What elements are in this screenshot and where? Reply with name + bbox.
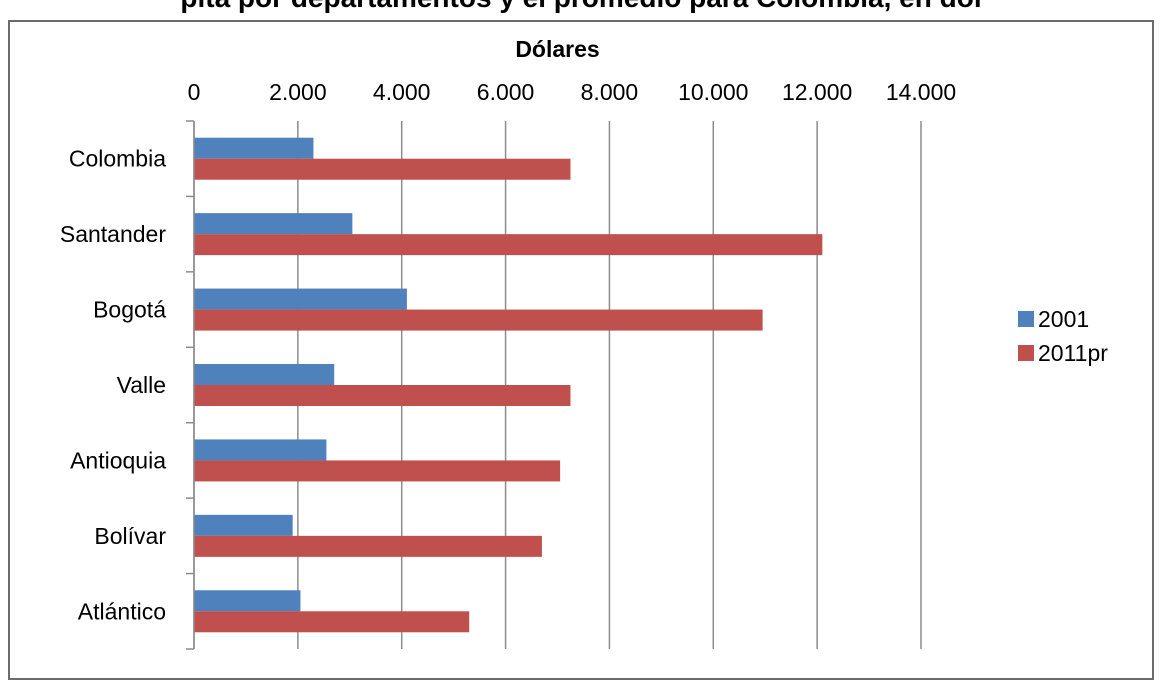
tick-label-5: 10.000 bbox=[678, 79, 748, 105]
bar-2011pr-Atlántico bbox=[194, 611, 470, 633]
bar-2011pr-Antioquia bbox=[194, 460, 561, 482]
legend-label-2001: 2001 bbox=[1038, 305, 1090, 332]
tick-label-7: 14.000 bbox=[886, 79, 956, 105]
category-label-2: Bogotá bbox=[93, 297, 166, 323]
category-label-6: Atlántico bbox=[78, 598, 166, 624]
legend-item-2001: 2001 bbox=[1018, 302, 1108, 336]
category-label-1: Santander bbox=[60, 221, 166, 247]
tick-label-0: 0 bbox=[188, 79, 201, 105]
bar-2001-Colombia bbox=[194, 137, 314, 159]
bars bbox=[194, 137, 823, 633]
bar-2011pr-Bogotá bbox=[194, 309, 763, 331]
category-label-5: Bolívar bbox=[94, 523, 166, 549]
category-label-4: Antioquia bbox=[70, 447, 166, 473]
category-labels: Colombia Santander Bogotá Valle Antioquia Bol… bbox=[60, 146, 166, 625]
bar-2001-Antioquia bbox=[194, 439, 327, 461]
tick-label-4: 8.000 bbox=[581, 79, 639, 105]
legend-swatch-2011pr bbox=[1018, 345, 1034, 361]
tick-label-2: 4.000 bbox=[373, 79, 431, 105]
legend: 2001 2011pr bbox=[1018, 302, 1108, 370]
tick-label-3: 6.000 bbox=[477, 79, 535, 105]
tick-labels: 0 2.000 4.000 6.000 8.000 10.000 12.000 14.000 bbox=[188, 79, 957, 105]
bar-2011pr-Santander bbox=[194, 234, 823, 256]
category-label-3: Valle bbox=[117, 372, 166, 398]
bar-2011pr-Valle bbox=[194, 385, 571, 406]
tick-label-1: 2.000 bbox=[269, 79, 327, 105]
x-axis-title: Dólares bbox=[515, 36, 600, 62]
tick-label-6: 12.000 bbox=[782, 79, 852, 105]
legend-item-2011pr: 2011pr bbox=[1018, 336, 1108, 370]
bar-2001-Valle bbox=[194, 364, 335, 385]
bar-2001-Santander bbox=[194, 213, 353, 235]
legend-label-2011pr: 2011pr bbox=[1038, 339, 1108, 366]
category-label-0: Colombia bbox=[69, 146, 166, 172]
bar-2001-Bogotá bbox=[194, 288, 407, 310]
legend-swatch-2001 bbox=[1018, 311, 1034, 327]
chart-frame bbox=[8, 20, 1154, 680]
bar-2001-Bolívar bbox=[194, 514, 293, 536]
value-axis bbox=[186, 120, 195, 650]
bar-2011pr-Bolívar bbox=[194, 535, 542, 557]
bar-2011pr-Colombia bbox=[194, 158, 571, 180]
bar-2001-Atlántico bbox=[194, 590, 301, 612]
chart-title: pita por departamentos y el promedio par… bbox=[0, 0, 1162, 14]
